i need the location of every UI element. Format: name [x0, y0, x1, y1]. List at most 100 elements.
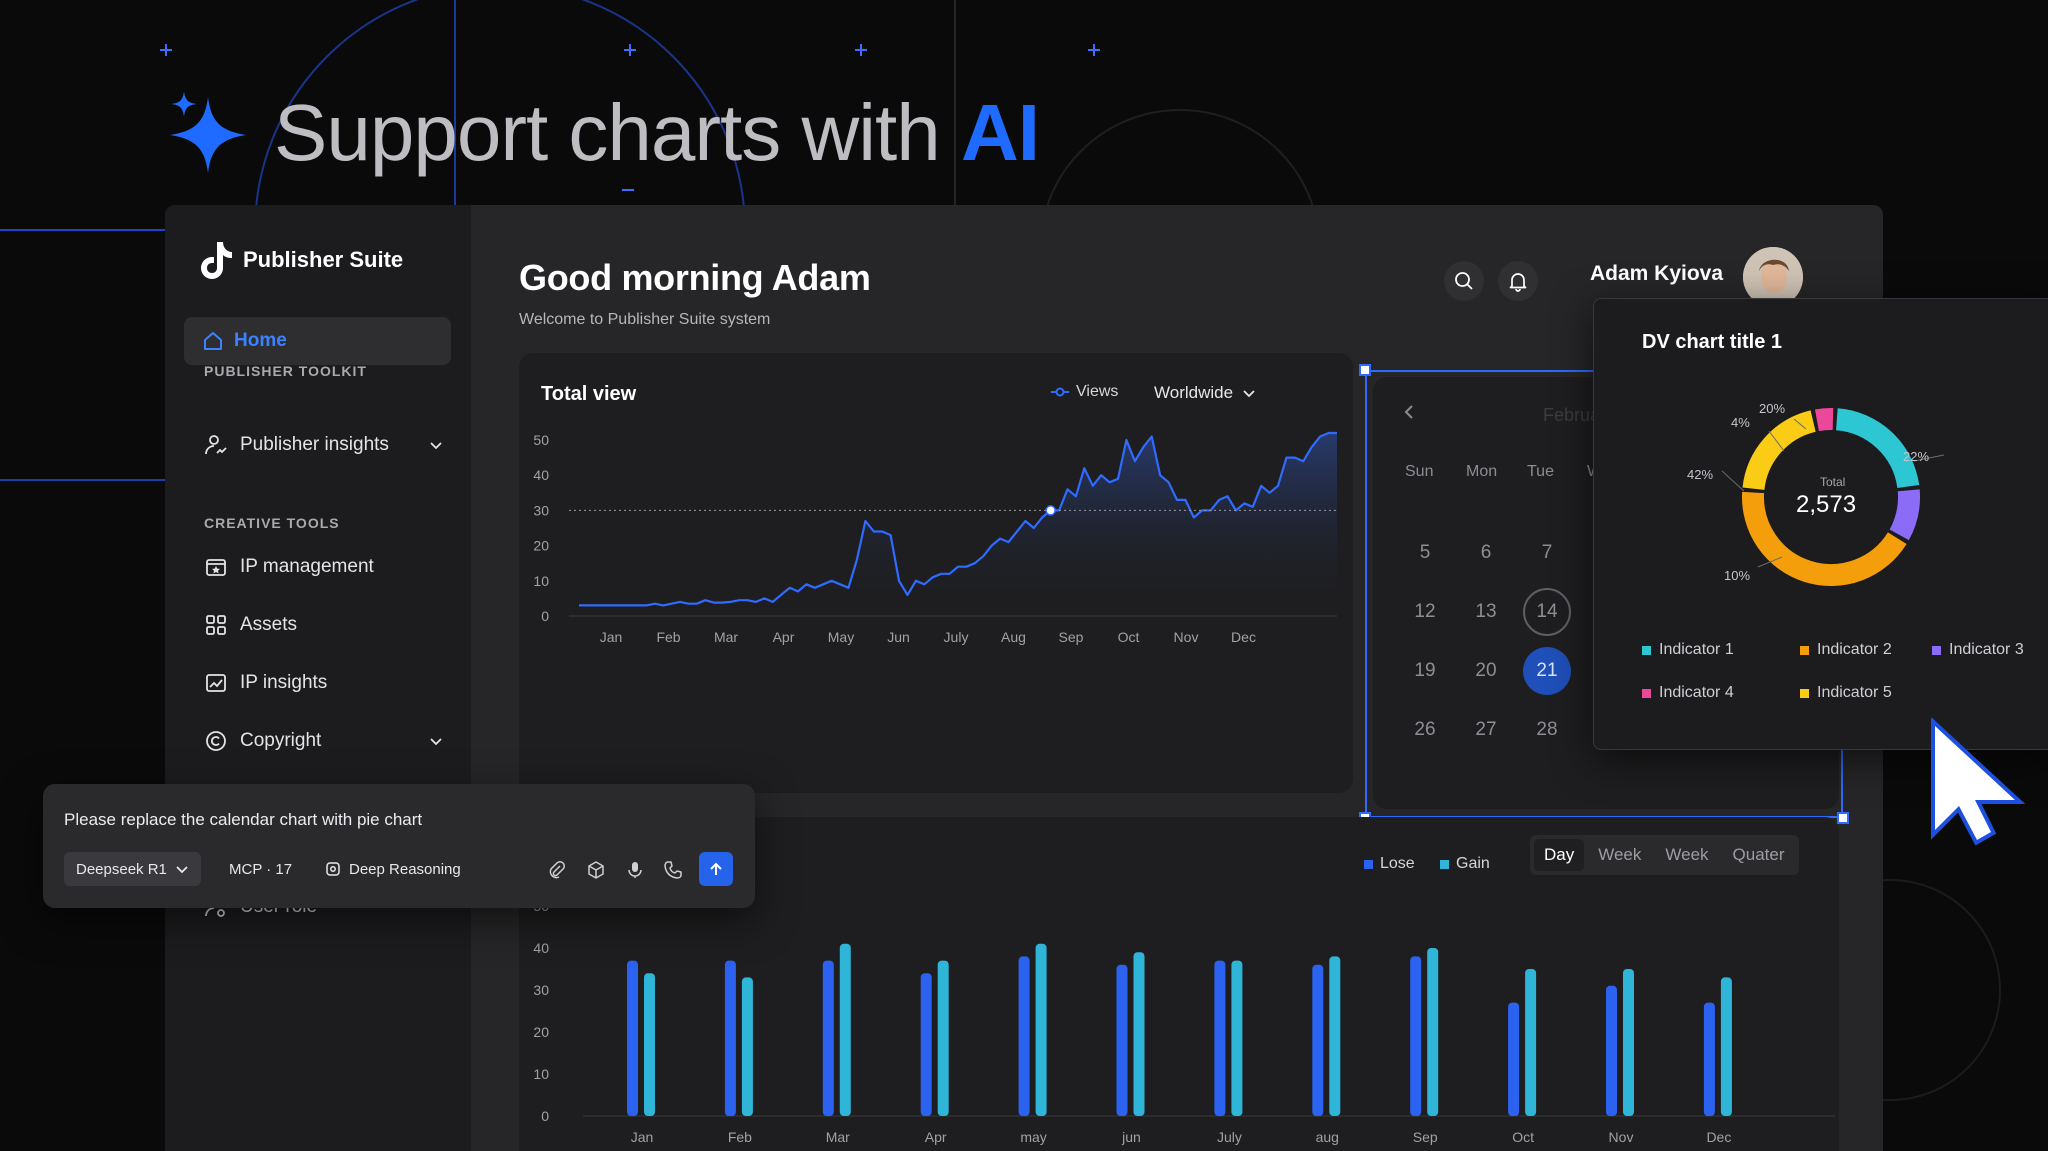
cube-icon[interactable]: [587, 861, 605, 879]
sidebar-item-label: IP management: [240, 556, 374, 577]
y-tick-label: 30: [533, 502, 549, 518]
tab-quarter[interactable]: Quater: [1732, 845, 1785, 864]
card-title: Total view: [541, 383, 637, 405]
bar-gain: [1231, 960, 1243, 1116]
calendar-day[interactable]: 13: [1475, 601, 1497, 622]
user-name[interactable]: Adam Kyiova: [1590, 262, 1724, 285]
calendar-day[interactable]: 5: [1419, 542, 1431, 563]
x-tick-label: Sep: [1413, 1129, 1438, 1145]
views-area: [579, 433, 1337, 616]
copyright-icon: [206, 731, 226, 751]
sidebar-item-publisher-insights[interactable]: Publisher insights: [204, 433, 444, 457]
calendar-day[interactable]: 14: [1523, 588, 1571, 636]
pie-chart-popup: DV chart title 1 22% 10% 42% 20% 4% Tota…: [1593, 298, 2048, 750]
y-tick-label: 10: [533, 1066, 549, 1082]
sidebar-item-ip-insights[interactable]: IP insights: [204, 671, 444, 695]
bar-chart: 01020304050JanFebMarAprmayjunJulyaugSepO…: [533, 898, 1835, 1145]
brand-name: Publisher Suite: [243, 247, 404, 272]
chevron-down-icon[interactable]: [428, 733, 444, 749]
indicator-2[interactable]: Indicator 2: [1800, 641, 1892, 659]
chevron-left-icon[interactable]: [1401, 403, 1419, 421]
x-tick-label: Dec: [1231, 629, 1256, 645]
model-select[interactable]: Deepseek R1: [64, 852, 201, 886]
bar-gain: [1623, 969, 1634, 1116]
bell-icon: [1509, 273, 1527, 292]
region-dropdown[interactable]: Worldwide: [1154, 383, 1257, 403]
sidebar-item-home[interactable]: Home: [184, 317, 451, 365]
x-tick-label: Jan: [631, 1129, 654, 1145]
grid-icon: [206, 615, 226, 635]
line-legend-icon: [1051, 387, 1069, 397]
legend-label: Gain: [1456, 855, 1490, 872]
x-tick-label: Apr: [773, 629, 795, 645]
legend-lose[interactable]: Lose: [1364, 855, 1415, 873]
indicator-5[interactable]: Indicator 5: [1800, 684, 1892, 702]
prompt-text[interactable]: Please replace the calendar chart with p…: [64, 810, 423, 829]
indicator-label: Indicator 5: [1817, 684, 1892, 701]
x-tick-label: Apr: [925, 1129, 947, 1145]
chart-image-icon: [206, 674, 226, 692]
leader-line: [1793, 418, 1807, 430]
calendar-day[interactable]: 7: [1541, 542, 1553, 563]
indicator-label: Indicator 3: [1949, 641, 2024, 658]
pct-label-10: 10%: [1724, 568, 1751, 583]
indicator-label: Indicator 2: [1817, 641, 1892, 658]
arrow-up-icon: [710, 862, 722, 875]
calendar-day[interactable]: 26: [1414, 719, 1436, 740]
calendar-day[interactable]: 6: [1480, 542, 1492, 563]
notifications-button[interactable]: [1498, 261, 1538, 301]
chevron-down-icon: [1243, 390, 1255, 398]
tab-week[interactable]: Week: [1598, 845, 1642, 864]
indicator-1[interactable]: Indicator 1: [1642, 641, 1734, 659]
calendar-day[interactable]: 20: [1475, 660, 1497, 681]
tab-day[interactable]: Day: [1534, 839, 1585, 871]
x-tick-label: Aug: [1001, 629, 1026, 645]
weekday-header: Tue: [1527, 463, 1554, 480]
x-tick-label: jun: [1121, 1129, 1141, 1145]
send-button[interactable]: [699, 852, 733, 886]
x-tick-label: Feb: [656, 629, 680, 645]
x-tick-label: Nov: [1609, 1129, 1634, 1145]
calendar-day[interactable]: 12: [1414, 601, 1436, 622]
bar-lose: [1116, 964, 1128, 1116]
legend-views[interactable]: Views: [1051, 383, 1118, 401]
bar-lose: [1214, 960, 1226, 1116]
y-tick-label: 20: [533, 1024, 549, 1040]
x-tick-label: July: [1217, 1129, 1242, 1145]
calendar-day[interactable]: 21: [1523, 647, 1571, 695]
resize-handle[interactable]: [1359, 364, 1371, 376]
x-tick-label: Jun: [887, 629, 910, 645]
bar-lose: [1508, 1002, 1520, 1116]
calendar-day[interactable]: 27: [1475, 719, 1497, 740]
sidebar-item-ip-management[interactable]: IP management: [204, 555, 444, 579]
leader-line: [1757, 556, 1783, 568]
legend-swatch: [1800, 688, 1809, 698]
legend-gain[interactable]: Gain: [1440, 855, 1490, 873]
bar-lose: [1410, 956, 1422, 1116]
weekday-header: Mon: [1466, 463, 1498, 480]
indicator-3[interactable]: Indicator 3: [1932, 641, 2024, 659]
bar-gain: [1329, 956, 1341, 1116]
resize-handle[interactable]: [1837, 812, 1849, 824]
mcp-chip[interactable]: MCP · 17: [229, 852, 292, 886]
indicator-4[interactable]: Indicator 4: [1642, 684, 1734, 702]
calendar-day[interactable]: 19: [1414, 660, 1436, 681]
calendar-day[interactable]: 28: [1536, 719, 1558, 740]
deep-reasoning-toggle[interactable]: Deep Reasoning: [325, 852, 461, 886]
microphone-icon[interactable]: [626, 861, 644, 879]
sidebar-item-copyright[interactable]: Copyright: [204, 729, 444, 753]
highlight-point: [1045, 505, 1056, 516]
chevron-down-icon[interactable]: [428, 437, 444, 453]
paperclip-icon[interactable]: [548, 861, 566, 879]
search-button[interactable]: [1444, 261, 1484, 301]
avatar[interactable]: [1743, 247, 1803, 307]
y-tick-label: 40: [533, 940, 549, 956]
legend-label: Lose: [1380, 855, 1415, 872]
brand[interactable]: Publisher Suite: [197, 240, 403, 280]
phone-icon[interactable]: [664, 861, 682, 879]
x-tick-label: aug: [1316, 1129, 1339, 1145]
tab-week-2[interactable]: Week: [1665, 845, 1709, 864]
x-tick-label: Jan: [600, 629, 623, 645]
sidebar-item-assets[interactable]: Assets: [204, 613, 444, 637]
mcp-label: MCP · 17: [229, 860, 293, 878]
